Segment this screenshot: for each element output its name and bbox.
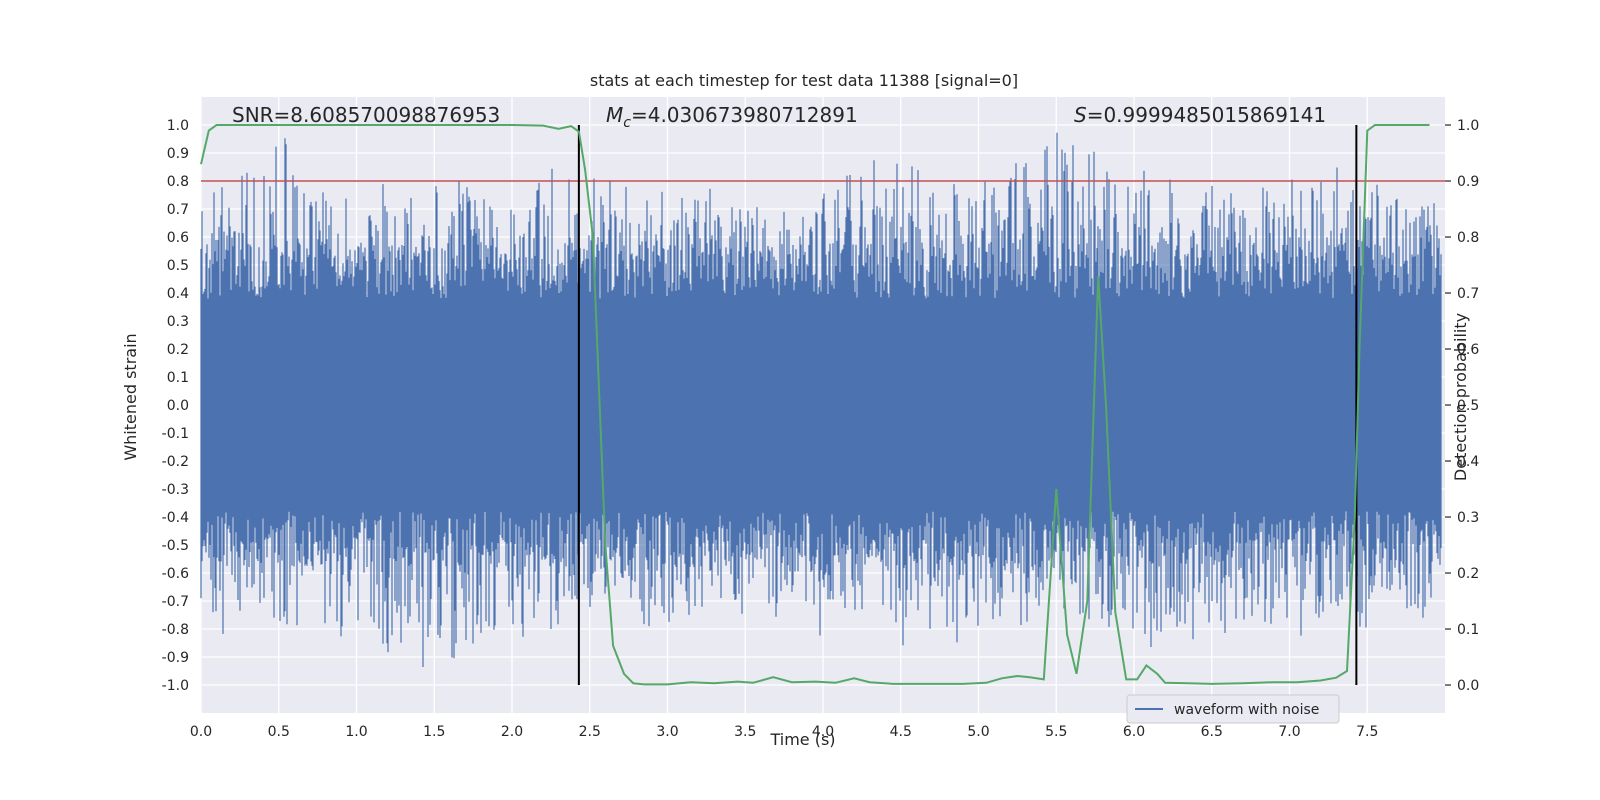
- chirp-mass-value: =4.030673980712891: [631, 103, 858, 127]
- y2-tick-label: 0.5: [1457, 398, 1479, 414]
- x-tick-label: 4.5: [890, 724, 912, 740]
- waveform-line: [200, 132, 1442, 667]
- y-tick-label: -0.8: [162, 622, 189, 638]
- s-value: =0.9999485015869141: [1087, 103, 1326, 127]
- vertical-markers: [577, 125, 1358, 685]
- x-axis-label: Time (s): [769, 730, 835, 749]
- y-tick-label: 0.2: [167, 342, 189, 358]
- y-tick-label: 0.1: [167, 370, 189, 386]
- y-tick-label: -1.0: [162, 678, 189, 694]
- chirp-mass-subscript: c: [623, 115, 631, 131]
- y-tick-label: 0.0: [167, 398, 189, 414]
- y-axis-label: Whitened strain: [121, 333, 140, 460]
- x-tick-label: 3.0: [656, 724, 678, 740]
- y-tick-label: -0.5: [162, 538, 189, 554]
- y2-tick-label: 0.9: [1457, 174, 1479, 190]
- x-axis: 0.0 0.5 1.0 1.5 2.0 2.5 3.0 3.5 4.0 4.5 5.0 5.5 6.0 6…: [190, 724, 1379, 740]
- x-tick-label: 6.0: [1123, 724, 1145, 740]
- y2-tick-label: 0.3: [1457, 510, 1479, 526]
- s-symbol: S: [1074, 103, 1087, 127]
- left-y-axis: 1.0 0.9 0.8 0.7 0.6 0.5 0.4 0.3 0.2 0.1 0.0 -0.1 -0.…: [162, 118, 189, 694]
- y-tick-label: -0.4: [162, 510, 189, 526]
- y-tick-label: 0.8: [167, 174, 189, 190]
- y2-tick-label: 0.1: [1457, 622, 1479, 638]
- probability-series: [200, 124, 1430, 686]
- x-tick-label: 5.5: [1045, 724, 1067, 740]
- y2-tick-label: 0.2: [1457, 566, 1479, 582]
- y2-tick-label: 0.8: [1457, 230, 1479, 246]
- y-tick-label: 0.3: [167, 314, 189, 330]
- x-tick-label: 5.0: [967, 724, 989, 740]
- s-annotation: S=0.9999485015869141: [1074, 103, 1326, 127]
- y-tick-label: -0.6: [162, 566, 189, 582]
- y2-tick-label: 0.0: [1457, 678, 1479, 694]
- y-tick-label: 0.9: [167, 146, 189, 162]
- y-tick-label: 0.6: [167, 230, 189, 246]
- y2-tick-label: 0.7: [1457, 286, 1479, 302]
- y-tick-label: 0.7: [167, 202, 189, 218]
- y-tick-label: -0.7: [162, 594, 189, 610]
- y-tick-label: -0.9: [162, 650, 189, 666]
- y-tick-label: 0.5: [167, 258, 189, 274]
- x-tick-label: 0.5: [268, 724, 290, 740]
- y2-tick-label: 0.6: [1457, 342, 1479, 358]
- snr-annotation: SNR=8.608570098876953: [232, 103, 500, 127]
- legend: waveform with noise: [1126, 694, 1340, 724]
- x-tick-label: 2.0: [501, 724, 523, 740]
- y-tick-label: -0.1: [162, 426, 189, 442]
- waveform-series: [200, 132, 1442, 667]
- y2-axis-label: Detection probability: [1451, 313, 1470, 481]
- x-tick-label: 7.5: [1356, 724, 1378, 740]
- y-tick-label: 1.0: [167, 118, 189, 134]
- x-tick-label: 2.5: [579, 724, 601, 740]
- x-tick-label: 1.0: [345, 724, 367, 740]
- chart-title: stats at each timestep for test data 113…: [590, 71, 1018, 90]
- probability-line: [200, 124, 1430, 686]
- y2-tick-label: 0.4: [1457, 454, 1479, 470]
- y-tick-label: -0.2: [162, 454, 189, 470]
- y-tick-label: -0.3: [162, 482, 189, 498]
- chirp-mass-symbol: M: [606, 103, 623, 127]
- legend-label: waveform with noise: [1174, 702, 1319, 718]
- right-y-axis: 1.0 0.9 0.8 0.7 0.6 0.5 0.4 0.3 0.2 0.1 0.0: [1445, 118, 1479, 694]
- x-tick-label: 1.5: [423, 724, 445, 740]
- legend-box: [1126, 694, 1340, 724]
- x-tick-label: 0.0: [190, 724, 212, 740]
- chirp-mass-annotation: Mc=4.030673980712891: [606, 103, 858, 131]
- y-tick-label: 0.4: [167, 286, 189, 302]
- x-tick-label: 7.0: [1278, 724, 1300, 740]
- x-tick-label: 4.0: [812, 724, 834, 740]
- x-tick-label: 3.5: [734, 724, 756, 740]
- y2-tick-label: 1.0: [1457, 118, 1479, 134]
- x-tick-label: 6.5: [1201, 724, 1223, 740]
